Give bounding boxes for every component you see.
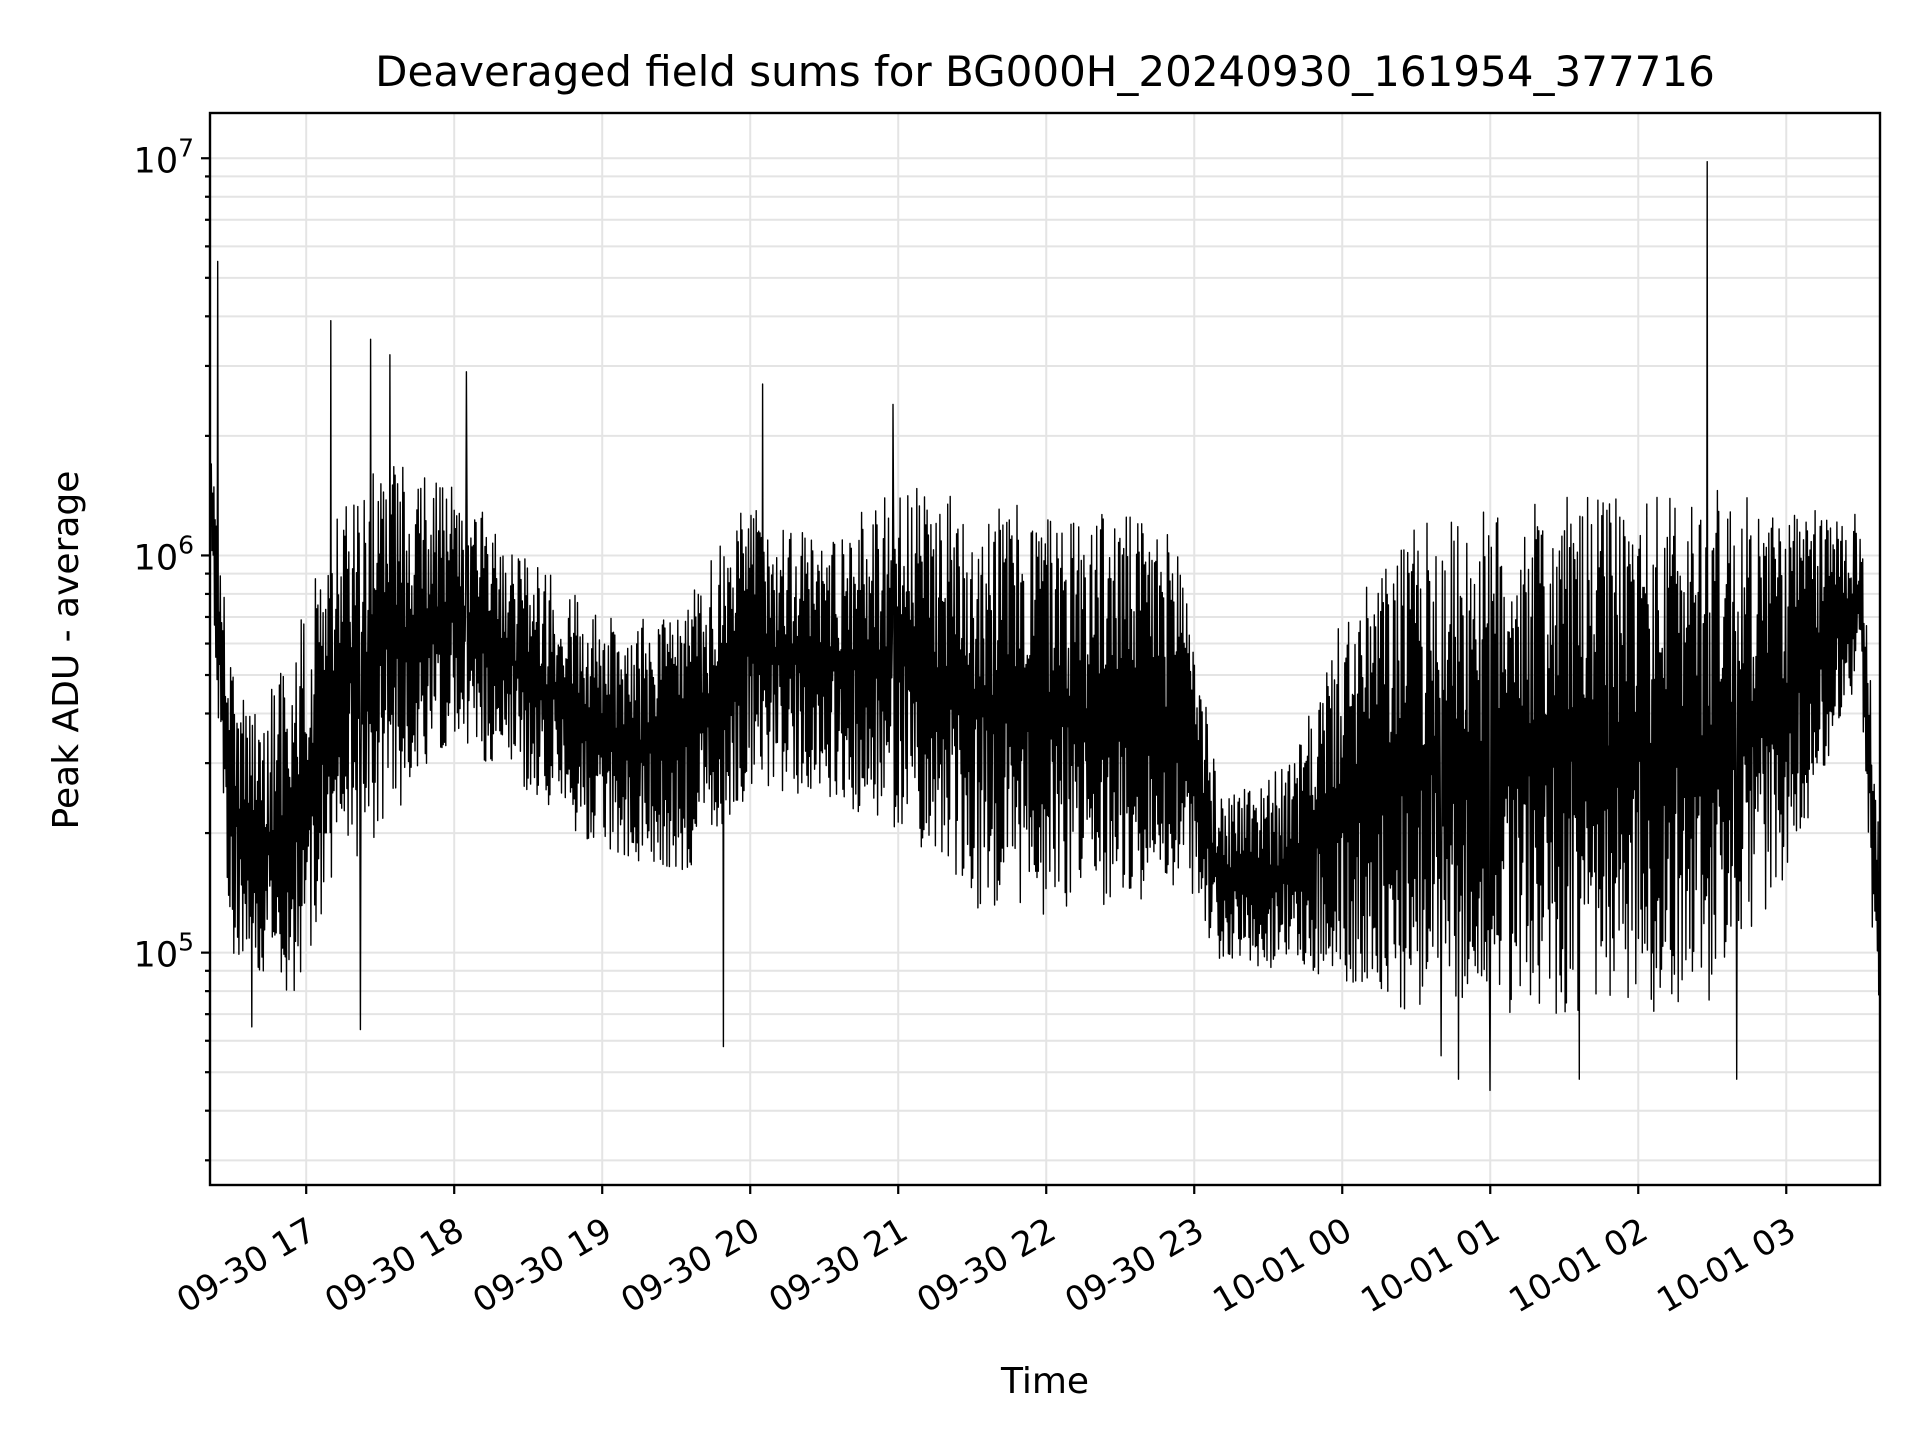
x-tick-label: 09-30 21: [762, 1210, 914, 1321]
x-tick-label: 10-01 02: [1502, 1210, 1654, 1321]
plot-area: [209, 161, 1881, 1103]
x-tick-label: 09-30 19: [466, 1210, 618, 1321]
x-tick-label: 10-01 01: [1354, 1210, 1506, 1321]
x-tick-label: 10-01 03: [1650, 1210, 1802, 1321]
x-tick-label: 09-30 18: [318, 1210, 470, 1321]
x-tick-label: 10-01 00: [1206, 1210, 1358, 1321]
x-tick-label: 09-30 20: [614, 1210, 766, 1321]
y-tick-label: 105: [134, 928, 194, 976]
y-axis: 105 106 107: [134, 133, 210, 1162]
plot-frame: [208, 111, 1882, 1187]
x-tick-label: 09-30 23: [1058, 1210, 1210, 1321]
x-tick-label: 09-30 22: [910, 1210, 1062, 1321]
y-tick-label: 107: [134, 133, 194, 181]
series-line: [209, 161, 1881, 1103]
x-tick-label: 09-30 17: [170, 1210, 322, 1321]
y-tick-label: 106: [134, 530, 194, 578]
chart-title: Deaveraged field sums for BG000H_2024093…: [375, 47, 1715, 96]
y-axis-label: Peak ADU - average: [46, 471, 87, 830]
x-axis-label: Time: [1000, 1361, 1089, 1402]
